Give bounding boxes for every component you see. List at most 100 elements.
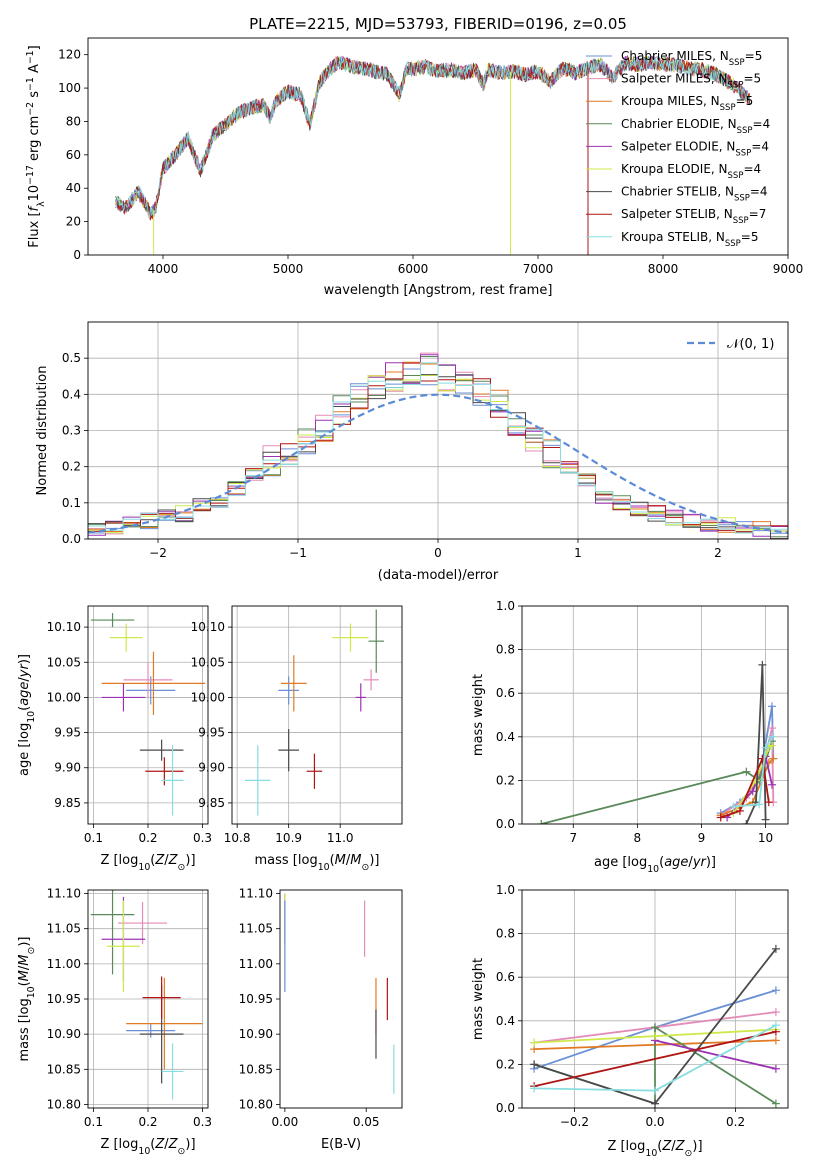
legend-subscript: SSP [733,216,749,226]
y-tick-label: 0.8 [496,643,515,657]
weight-line [533,1030,777,1088]
y-axis-label: mass weight [471,958,486,1040]
y-tick-label: 10.90 [239,1027,273,1041]
label-part: ( [17,706,32,711]
mass_vs_Z-plot-area [90,890,203,1100]
y-tick-label: 10.05 [191,655,225,669]
y-tick-label: 9.95 [198,726,225,740]
label-part: Z [log [100,1137,138,1152]
mass-vs-z-frame [87,889,209,1109]
x-axis-label: E(B-V) [321,1137,361,1152]
label-part: mass [log [255,853,318,868]
legend-text: Salpeter ELODIE, N [621,139,735,153]
y-tick-label: 9.85 [54,796,81,810]
label-part: 10 [645,1148,657,1159]
mass_vs_Z-panel: 0.1 0.2 0.3 10.80 10.85 10.90 10.95 11.00 11.05 1… [17,887,212,1157]
residuals-frame [87,321,789,540]
y-tick-label: 120 [58,48,81,62]
y-axis-label: Flux [fλ10−17 erg cm−2 s−1 A−1] [25,45,47,247]
label-part: ( [657,1139,662,1154]
y-tick-label: 10.10 [47,620,81,634]
figure-title: PLATE=2215, MJD=53793, FIBERID=0196, z=0… [249,15,627,33]
mass_vs_ebv-panel: 0.00 0.05 10.80 10.85 10.90 10.95 11.00 11.05 11… [239,887,403,1152]
label-part: / [164,1137,169,1152]
y-tick-label: 0.0 [62,532,81,546]
weight-line [733,736,773,808]
label-part: / [164,853,169,868]
legend-text: =5 [745,49,763,63]
legend-label: Salpeter MILES, NSSP=5 [621,72,761,91]
label-part: λ [36,201,47,207]
x-tick-label: −1 [289,546,307,560]
x-tick-label: 5000 [273,262,304,276]
legend-subscript: SSP [728,171,744,181]
label-part: M [17,955,32,966]
y-tick-label: 11.10 [239,887,273,901]
legend-text: Kroupa MILES, N [621,94,720,108]
y-tick-label: 20 [66,215,81,229]
label-part: ⊙ [178,862,186,873]
x-tick-label: 0.2 [138,1115,157,1129]
label-part: / [671,1139,676,1154]
x-axis-label: mass [log10(M/M⊙)] [255,853,380,873]
y-tick-label: 1.0 [496,599,515,613]
y-tick-label: 100 [58,81,81,95]
label-part: yr [17,662,32,678]
y-tick-label: 10.80 [239,1097,273,1111]
legend-label: Kroupa ELODIE, NSSP=4 [621,162,761,181]
label-part: ⊙ [178,1146,186,1157]
label-part: −17 [25,165,36,185]
x-axis-label: Z [log10(Z/Z⊙)] [100,853,195,873]
age_vs_Z-plot-area [90,613,206,816]
label-part: ( [17,981,32,986]
label-part: −2 [25,102,36,116]
legend-subscript: SSP [734,194,750,204]
x-tick-label: 1 [574,546,582,560]
y-tick-label: 10.00 [47,690,81,704]
mass-vs-ebv-frame [279,889,403,1109]
label-part: )] [369,853,379,868]
legend-subscript: SSP [735,148,751,158]
y-tick-label: 10.05 [47,655,81,669]
label-part: 10 [138,1146,150,1157]
x-axis-label: Z [log10(Z/Z⊙)] [607,1139,702,1159]
age_vs_mass-plot-area [244,609,384,816]
residuals-plot-area [88,352,788,539]
x-tick-label: 0.2 [138,831,157,845]
legend-label: Salpeter STELIB, NSSP=7 [621,207,766,226]
label-part: age [log [594,855,647,870]
legend-label: Kroupa STELIB, NSSP=5 [621,230,759,249]
mass_weight_vs_age-plot-area [537,660,778,824]
label-part: )] [17,654,32,664]
y-axis-label: mass [log10(M/M⊙)] [17,937,37,1062]
x-tick-label: 2 [714,546,722,560]
label-part: mass [log [17,998,32,1061]
x-axis-label: wavelength [Angstrom, rest frame] [324,283,553,298]
x-tick-label: 9 [698,831,706,845]
x-tick-label: 10.9 [275,831,302,845]
label-part: ⊙ [362,862,370,873]
x-tick-label: 7 [569,831,577,845]
x-tick-label: 0 [434,546,442,560]
x-tick-label: 4000 [148,262,179,276]
y-tick-label: 40 [66,181,81,195]
x-tick-label: 7000 [523,262,554,276]
normal-curve [88,393,788,534]
y-tick-label: 0.2 [496,773,515,787]
y-tick-label: 11.05 [239,922,273,936]
y-tick-label: 0.1 [62,496,81,510]
y-tick-label: 0.2 [496,1057,515,1071]
legend-subscript: SSP [720,103,736,113]
age-vs-mass-frame [231,605,403,825]
y-tick-label: 0.2 [62,460,81,474]
y-tick-label: 10.80 [47,1097,81,1111]
x-tick-label: 0.3 [193,831,212,845]
label-part: Flux [ [27,211,42,247]
y-tick-label: 11.05 [47,922,81,936]
label-part: 10 [26,711,37,723]
mass_vs_ebv-plot-area [284,893,395,1094]
age_vs_Z-panel: 0.1 0.2 0.3 9.85 9.90 9.95 10.00 10.05 10.10 Z [l… [17,605,212,873]
label-part: ( [150,1137,155,1152]
